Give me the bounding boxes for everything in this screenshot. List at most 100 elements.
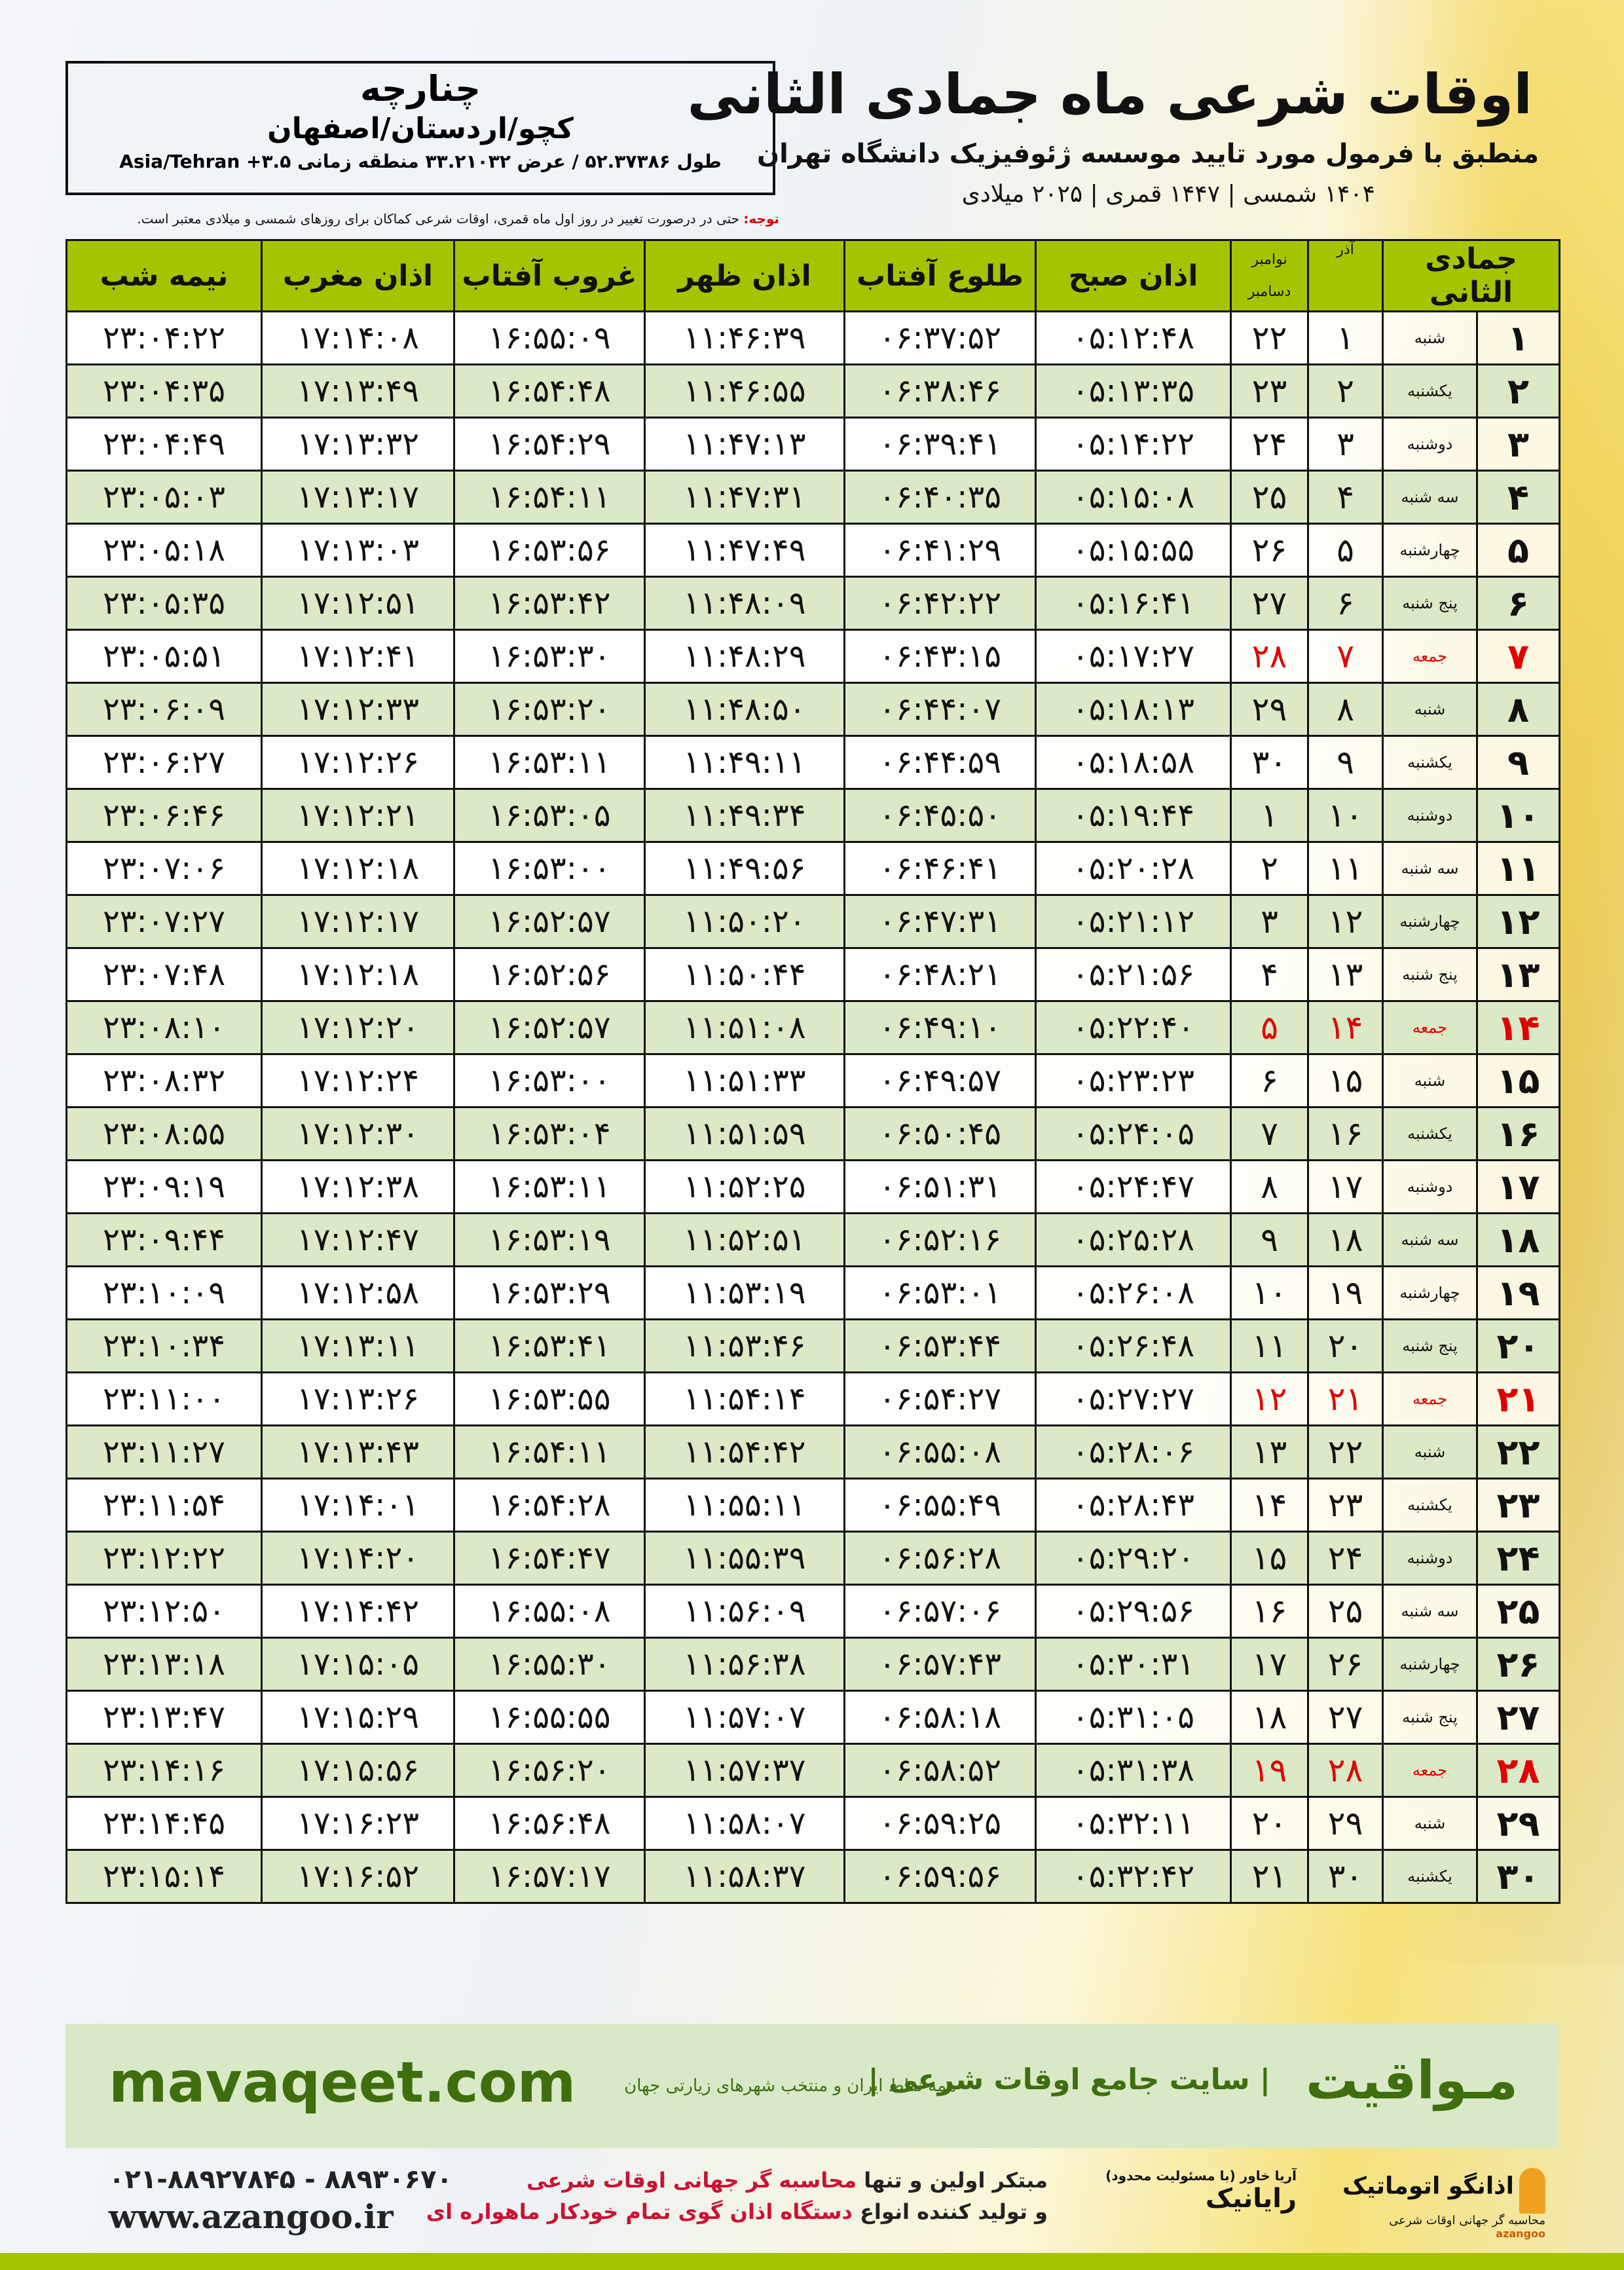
cell-dhuhr: ۱۱:۵۵:۳۹: [644, 1531, 845, 1586]
cell-weekday: جمعه: [1381, 1743, 1479, 1798]
cell-azar-day: ۷: [1307, 629, 1384, 684]
rayanik-logo: آریا خاور (با مسئولیت محدود) رایانیک: [1105, 2168, 1297, 2214]
cell-fajr: ۰۵:۲۶:۰۸: [1035, 1265, 1232, 1320]
cell-fajr: ۰۵:۲۱:۵۶: [1035, 947, 1232, 1002]
cell-weekday: سه شنبه: [1381, 1212, 1479, 1267]
cell-day: ۴: [1476, 470, 1561, 525]
cell-dhuhr: ۱۱:۴۹:۱۱: [644, 735, 845, 790]
header-sunrise: طلوع آفتاب: [843, 239, 1037, 312]
cell-day: ۱: [1476, 310, 1561, 365]
cell-sunset: ۱۶:۵۲:۵۶: [453, 947, 646, 1002]
cell-dhuhr: ۱۱:۵۱:۵۹: [644, 1106, 845, 1161]
promo-line2b: دستگاه اذان گوی تمام خودکار ماهواره ای: [426, 2199, 853, 2224]
cell-sunset: ۱۶:۵۶:۴۸: [453, 1796, 646, 1851]
cell-gregorian-day: ۱۵: [1230, 1531, 1309, 1586]
cell-azar-day: ۱۴: [1307, 1000, 1384, 1055]
cell-fajr: ۰۵:۲۷:۲۷: [1035, 1371, 1232, 1426]
prayer-times-table: جمادی الثانی آذر نوامبر دسامبر اذان صبح ط…: [65, 239, 1561, 1904]
cell-maghrib: ۱۷:۱۲:۲۰: [261, 1000, 455, 1055]
cell-maghrib: ۱۷:۱۳:۴۳: [261, 1424, 455, 1479]
cell-sunrise: ۰۶:۴۱:۲۹: [843, 523, 1037, 578]
cell-fajr: ۰۵:۳۲:۱۱: [1035, 1796, 1232, 1851]
cell-dhuhr: ۱۱:۵۲:۵۱: [644, 1212, 845, 1267]
cell-dhuhr: ۱۱:۵۴:۴۲: [644, 1424, 845, 1479]
cell-sunrise: ۰۶:۴۴:۰۷: [843, 682, 1037, 737]
promo-line2a: و تولید کننده انواع: [852, 2199, 1048, 2224]
cell-weekday: چهارشنبه: [1381, 1637, 1479, 1692]
table-row: ۳۰ یکشنبه ۳۰ ۲۱ ۰۵:۳۲:۴۲ ۰۶:۵۹:۵۶ ۱۱:۵۸:۳۷ ۱۶:۵…: [65, 1849, 1561, 1904]
cell-day: ۲۰: [1476, 1318, 1561, 1373]
cell-sunset: ۱۶:۵۳:۲۹: [453, 1265, 646, 1320]
site-link[interactable]: mavaqeet.com: [109, 2050, 576, 2115]
cell-weekday: پنج شنبه: [1381, 1690, 1479, 1745]
cell-sunset: ۱۶:۵۳:۰۴: [453, 1106, 646, 1161]
cell-gregorian-day: ۲۲: [1230, 310, 1309, 365]
cell-azar-day: ۲۰: [1307, 1318, 1384, 1373]
cell-sunrise: ۰۶:۳۸:۴۶: [843, 363, 1037, 419]
table-row: ۱۳ پنج شنبه ۱۳ ۴ ۰۵:۲۱:۵۶ ۰۶:۴۸:۲۱ ۱۱:۵۰:۴۴ ۱۶:…: [65, 947, 1561, 1002]
cell-sunrise: ۰۶:۴۵:۵۰: [843, 788, 1037, 843]
cell-sunset: ۱۶:۵۳:۴۱: [453, 1318, 646, 1373]
table-row: ۳ دوشنبه ۳ ۲۴ ۰۵:۱۴:۲۲ ۰۶:۳۹:۴۱ ۱۱:۴۷:۱۳ ۱۶:۵۴:…: [65, 417, 1561, 472]
website-link[interactable]: www.azangoo.ir: [109, 2197, 394, 2236]
cell-fajr: ۰۵:۲۰:۲۸: [1035, 841, 1232, 896]
cell-azar-day: ۶: [1307, 576, 1384, 631]
cell-weekday: شنبه: [1381, 1796, 1479, 1851]
header-fajr: اذان صبح: [1035, 239, 1232, 312]
cell-gregorian-day: ۳۰: [1230, 735, 1309, 790]
cell-maghrib: ۱۷:۱۲:۳۰: [261, 1106, 455, 1161]
azangoo-name: اذانگو اتوماتیک: [1342, 2172, 1514, 2200]
cell-sunrise: ۰۶:۵۵:۰۸: [843, 1424, 1037, 1479]
cell-azar-day: ۲: [1307, 363, 1384, 419]
cell-sunset: ۱۶:۵۵:۵۵: [453, 1690, 646, 1745]
table-row: ۲۳ یکشنبه ۲۳ ۱۴ ۰۵:۲۸:۴۳ ۰۶:۵۵:۴۹ ۱۱:۵۵:۱۱ ۱۶:۵…: [65, 1478, 1561, 1533]
table-row: ۲۷ پنج شنبه ۲۷ ۱۸ ۰۵:۳۱:۰۵ ۰۶:۵۸:۱۸ ۱۱:۵۷:۰۷ ۱۶…: [65, 1690, 1561, 1745]
cell-azar-day: ۳: [1307, 417, 1384, 472]
cell-fajr: ۰۵:۱۵:۵۵: [1035, 523, 1232, 578]
cell-fajr: ۰۵:۱۸:۵۸: [1035, 735, 1232, 790]
table-row: ۶ پنج شنبه ۶ ۲۷ ۰۵:۱۶:۴۱ ۰۶:۴۲:۲۲ ۱۱:۴۸:۰۹ ۱۶:۵…: [65, 576, 1561, 631]
cell-midnight: ۲۳:۰۷:۴۸: [65, 947, 263, 1002]
cell-azar-day: ۸: [1307, 682, 1384, 737]
cell-weekday: یکشنبه: [1381, 363, 1479, 419]
cell-maghrib: ۱۷:۱۳:۱۷: [261, 470, 455, 525]
cell-gregorian-day: ۹: [1230, 1212, 1309, 1267]
table-row: ۹ یکشنبه ۹ ۳۰ ۰۵:۱۸:۵۸ ۰۶:۴۴:۵۹ ۱۱:۴۹:۱۱ ۱۶:۵۳:…: [65, 735, 1561, 790]
cell-dhuhr: ۱۱:۴۶:۳۹: [644, 310, 845, 365]
cell-gregorian-day: ۳: [1230, 894, 1309, 949]
cell-azar-day: ۲۵: [1307, 1584, 1384, 1639]
cell-fajr: ۰۵:۳۱:۳۸: [1035, 1743, 1232, 1798]
cell-weekday: یکشنبه: [1381, 1106, 1479, 1161]
cell-sunrise: ۰۶:۳۷:۵۲: [843, 310, 1037, 365]
cell-sunrise: ۰۶:۴۹:۵۷: [843, 1053, 1037, 1108]
cell-gregorian-day: ۱۸: [1230, 1690, 1309, 1745]
cell-azar-day: ۹: [1307, 735, 1384, 790]
cell-midnight: ۲۳:۱۴:۱۶: [65, 1743, 263, 1798]
cell-fajr: ۰۵:۳۰:۳۱: [1035, 1637, 1232, 1692]
cell-weekday: شنبه: [1381, 310, 1479, 365]
cell-azar-day: ۲۲: [1307, 1424, 1384, 1479]
cell-day: ۲۷: [1476, 1690, 1561, 1745]
azangoo-en: azangoo: [1496, 2227, 1545, 2240]
cell-dhuhr: ۱۱:۵۲:۲۵: [644, 1159, 845, 1214]
header-month: جمادی الثانی: [1381, 239, 1561, 312]
cell-fajr: ۰۵:۲۴:۴۷: [1035, 1159, 1232, 1214]
cell-sunset: ۱۶:۵۲:۵۷: [453, 1000, 646, 1055]
table-row: ۲۸ جمعه ۲۸ ۱۹ ۰۵:۳۱:۳۸ ۰۶:۵۸:۵۲ ۱۱:۵۷:۳۷ ۱۶:۵۶:…: [65, 1743, 1561, 1798]
cell-dhuhr: ۱۱:۴۷:۱۳: [644, 417, 845, 472]
cell-sunset: ۱۶:۵۵:۰۸: [453, 1584, 646, 1639]
cell-fajr: ۰۵:۱۶:۴۱: [1035, 576, 1232, 631]
cell-midnight: ۲۳:۰۵:۵۱: [65, 629, 263, 684]
cell-midnight: ۲۳:۰۸:۳۲: [65, 1053, 263, 1108]
table-row: ۱۹ چهارشنبه ۱۹ ۱۰ ۰۵:۲۶:۰۸ ۰۶:۵۳:۰۱ ۱۱:۵۳:۱۹ ۱۶…: [65, 1265, 1561, 1320]
rayanik-name: رایانیک: [1205, 2184, 1297, 2214]
bottom-bar: [0, 2253, 1624, 2270]
table-row: ۷ جمعه ۷ ۲۸ ۰۵:۱۷:۲۷ ۰۶:۴۳:۱۵ ۱۱:۴۸:۲۹ ۱۶:۵۳:۳۰…: [65, 629, 1561, 684]
cell-sunrise: ۰۶:۵۷:۰۶: [843, 1584, 1037, 1639]
cell-azar-day: ۱: [1307, 310, 1384, 365]
cell-weekday: دوشنبه: [1381, 1159, 1479, 1214]
cell-weekday: شنبه: [1381, 682, 1479, 737]
header-dhuhr: اذان ظهر: [644, 239, 845, 312]
cell-gregorian-day: ۵: [1230, 1000, 1309, 1055]
cell-azar-day: ۲۹: [1307, 1796, 1384, 1851]
